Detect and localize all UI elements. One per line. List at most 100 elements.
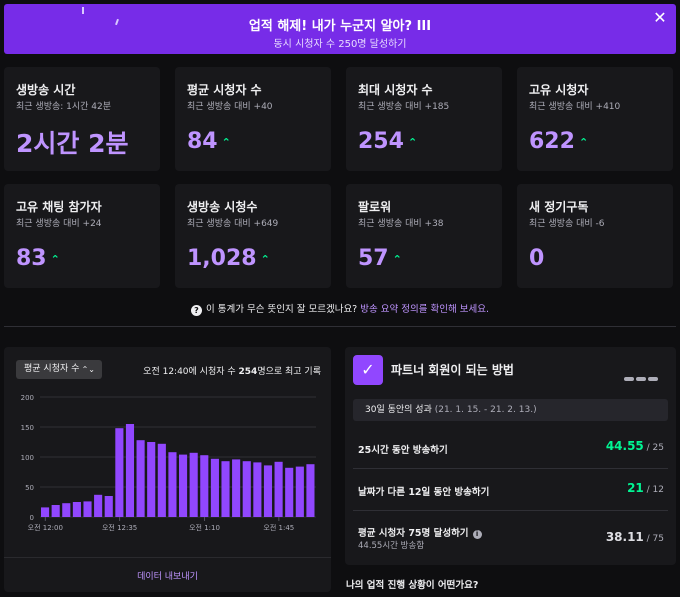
y-tick-label: 100	[21, 454, 34, 462]
stat-value-number: 2시간 2분	[16, 129, 129, 158]
chart-bar[interactable]	[136, 440, 145, 517]
metric-dropdown-label: 평균 시청자 수	[24, 364, 80, 374]
stat-label: 고유 시청자	[529, 83, 589, 97]
summary-definition-link[interactable]: 방송 요약 정의를 확인해 보세요.	[360, 304, 489, 315]
stat-value: 254 ⌃	[358, 129, 417, 154]
goal-name: 날짜가 다른 12일 동안 방송하기	[358, 484, 489, 498]
step-indicator	[622, 366, 658, 385]
period-bar: 30일 동안의 성과 (21. 1. 15. - 21. 2. 13.)	[353, 399, 668, 421]
stat-value-number: 254	[358, 129, 404, 154]
goal-target: / 12	[643, 485, 664, 495]
stat-card: 평균 시청자 수 최근 생방송 대비 +40 84 ⌃	[175, 67, 331, 171]
stat-card: 최대 시청자 수 최근 생방송 대비 +185 254 ⌃	[346, 67, 502, 171]
chart-bar[interactable]	[115, 428, 124, 517]
chart-bar[interactable]	[210, 458, 219, 517]
peak-summary: 오전 12:40에 시청자 수 254명으로 최고 기록	[143, 364, 321, 377]
stat-value: 83 ⌃	[16, 246, 60, 271]
stat-card: 고유 채팅 참가자 최근 생방송 대비 +24 83 ⌃	[4, 184, 160, 288]
partner-goal-row: 평균 시청자 75명 달성하기 i 44.55시간 방송함 38.11 / 75	[353, 511, 668, 559]
x-tick-label: 오전 1:45	[263, 523, 294, 532]
partner-title: 파트너 회원이 되는 방법	[391, 363, 514, 377]
achievement-banner: 업적 해제! 내가 누군지 알아? III 동시 시청자 수 250명 달성하기…	[4, 4, 676, 54]
export-divider	[4, 557, 331, 558]
chart-bar[interactable]	[125, 424, 135, 517]
question-icon: ?	[190, 305, 202, 316]
goal-subtext: 44.55시간 방송함	[358, 541, 425, 551]
x-tick-label: 오전 12:35	[102, 523, 137, 532]
x-tick-label: 오전 12:00	[28, 523, 63, 532]
goal-progress: 44.55 / 25	[606, 439, 664, 453]
stat-value-number: 57	[358, 246, 389, 271]
chart-bar[interactable]	[51, 505, 60, 517]
stat-value: 2시간 2분	[16, 124, 129, 160]
chart-bar[interactable]	[83, 501, 92, 517]
stat-comparison: 최근 생방송 대비 +38	[358, 219, 444, 229]
chart-bar[interactable]	[147, 442, 156, 517]
chart-bar[interactable]	[168, 452, 177, 517]
chart-bar[interactable]	[221, 461, 230, 517]
chart-bar[interactable]	[200, 455, 209, 517]
stat-comparison: 최근 생방송 대비 +649	[187, 219, 279, 229]
stat-comparison: 최근 생방송 대비 +410	[529, 102, 621, 112]
stat-value-number: 0	[529, 246, 545, 271]
banner-title: 업적 해제! 내가 누군지 알아? III	[248, 19, 432, 34]
partner-goal-row: 날짜가 다른 12일 동안 방송하기 21 / 12	[353, 469, 668, 511]
trend-up-icon: ⌃	[260, 252, 270, 266]
goal-name: 평균 시청자 75명 달성하기 i	[358, 525, 482, 539]
chart-bar[interactable]	[242, 461, 251, 517]
stat-label: 팔로워	[358, 200, 392, 214]
stat-value-number: 83	[16, 246, 47, 271]
trend-up-icon: ⌃	[578, 135, 589, 149]
chart-bar[interactable]	[285, 467, 294, 517]
chart-bar[interactable]	[189, 452, 198, 517]
period-label: 30일 동안의 성과	[365, 405, 432, 415]
goal-name: 25시간 동안 방송하기	[358, 442, 448, 456]
stat-value: 84 ⌃	[187, 129, 231, 154]
banner-subtitle: 동시 시청자 수 250명 달성하기	[273, 39, 407, 50]
section-divider	[4, 326, 676, 327]
chart-bar[interactable]	[232, 459, 241, 517]
stat-value: 622 ⌃	[529, 129, 588, 154]
chart-bar[interactable]	[274, 461, 283, 517]
trend-up-icon: ⌃	[407, 135, 418, 149]
chart-bar[interactable]	[62, 503, 71, 517]
chart-bar[interactable]	[253, 462, 262, 517]
stat-label: 생방송 시청수	[187, 200, 258, 214]
stat-card: 생방송 시간 최근 생방송: 1시간 42분 2시간 2분	[4, 67, 160, 171]
stat-comparison: 최근 생방송 대비 -6	[529, 219, 605, 229]
y-tick-label: 200	[21, 394, 34, 402]
stat-value: 57 ⌃	[358, 246, 402, 271]
chart-bar[interactable]	[72, 502, 81, 517]
chart-bar[interactable]	[306, 464, 315, 517]
stat-value-number: 84	[187, 129, 218, 154]
goal-target: / 75	[643, 534, 664, 544]
stat-comparison: 최근 생방송: 1시간 42분	[16, 102, 112, 112]
export-data-button[interactable]: 데이터 내보내기	[137, 572, 198, 582]
stat-value: 0	[529, 246, 544, 271]
close-icon[interactable]: ✕	[653, 8, 667, 27]
help-question: 이 통계가 무슨 뜻인지 잘 모르겠나요?	[205, 304, 358, 315]
peak-text: 오전 12:40에 시청자 수	[143, 367, 239, 377]
chart-bar[interactable]	[104, 496, 113, 517]
chart-bar[interactable]	[295, 466, 304, 517]
chevron-updown-icon: ⌃⌄	[81, 365, 95, 374]
chart-bar[interactable]	[179, 454, 188, 517]
chart-bar[interactable]	[157, 443, 166, 517]
stat-value: 1,028 ⌃	[187, 246, 270, 271]
check-icon: ✓	[353, 355, 383, 385]
stat-label: 최대 시청자 수	[358, 83, 433, 97]
chart-bar[interactable]	[263, 465, 273, 517]
info-icon[interactable]: i	[472, 530, 482, 539]
chart-bar[interactable]	[41, 507, 50, 517]
goal-name-text: 날짜가 다른 12일 동안 방송하기	[358, 487, 490, 498]
partner-path-panel: ✓ 파트너 회원이 되는 방법 30일 동안의 성과 (21. 1. 15. -…	[345, 347, 676, 565]
goal-progress-value: 44.55	[605, 439, 644, 453]
chart-bar[interactable]	[94, 494, 103, 517]
peak-number: 254	[238, 367, 258, 377]
metric-dropdown[interactable]: 평균 시청자 수 ⌃⌄	[16, 360, 102, 379]
help-text: ? 이 통계가 무슨 뜻인지 잘 모르겠나요? 방송 요약 정의를 확인해 보세요…	[0, 301, 680, 316]
stat-label: 새 정기구독	[529, 200, 589, 214]
